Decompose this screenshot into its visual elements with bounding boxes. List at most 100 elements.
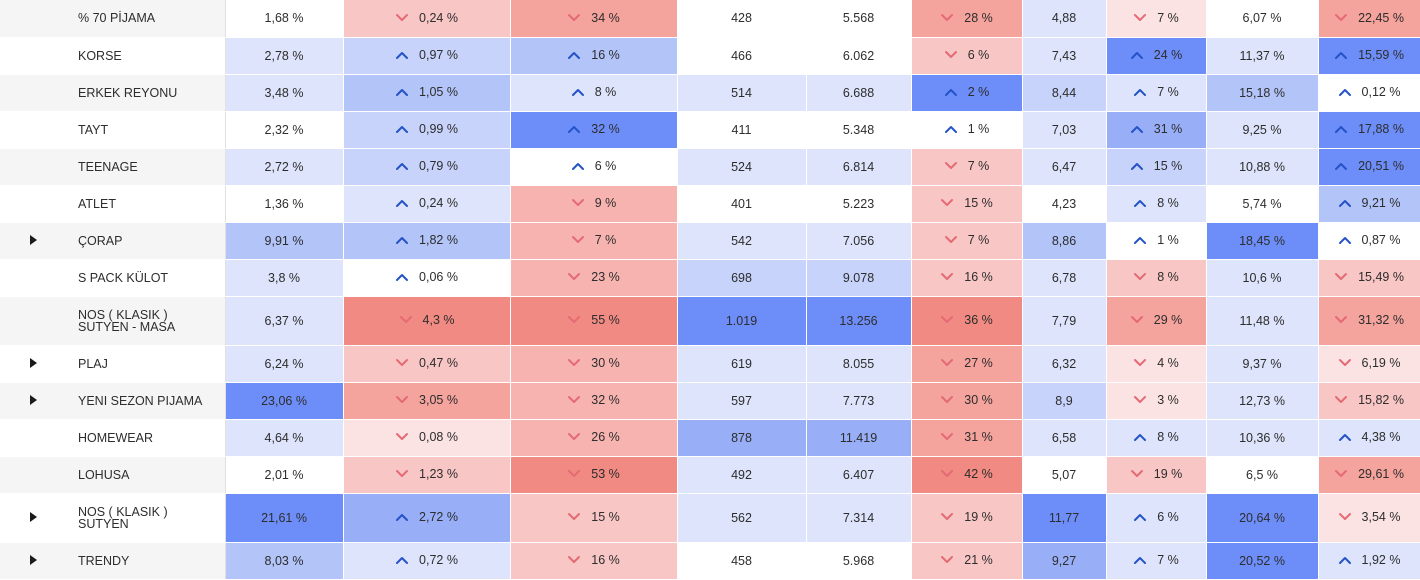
metric-cell-content: 7 % (571, 233, 617, 247)
metric-value: 7 % (594, 233, 617, 247)
triangle-right-icon[interactable] (29, 394, 37, 405)
metric-value: 21,61 % (261, 510, 307, 525)
metric-cell: 458 (677, 542, 807, 580)
metric-cell-content: 7 % (1133, 553, 1179, 567)
row-expander (0, 259, 66, 297)
row-expander[interactable] (0, 542, 66, 580)
chevron-down-icon (395, 358, 409, 368)
metric-value: 5.968 (842, 553, 875, 568)
table-row[interactable]: ATLET 1,36 % 0,24 % 9 % 401 5.223 15 % 4,23 8 % 5… (0, 185, 1420, 223)
metric-value: 19 % (1153, 467, 1183, 481)
metric-cell-content: 6 % (944, 48, 989, 62)
chevron-down-icon (940, 315, 954, 325)
table-row[interactable]: ÇORAP 9,91 % 1,82 % 7 % 542 7.056 7 % 8,86 1 % 18… (0, 222, 1420, 260)
metric-cell-content: 23 % (567, 270, 620, 284)
table-row[interactable]: LOHUSA 2,01 % 1,23 % 53 % 492 6.407 42 % 5,07 19… (0, 456, 1420, 494)
chevron-down-icon (395, 432, 409, 442)
metric-cell-content: 8 % (1133, 196, 1179, 210)
table-row[interactable]: TRENDY 8,03 % 0,72 % 16 % 458 5.968 21 % 9,27 7 … (0, 542, 1420, 580)
metric-cell-content: 30 % (567, 356, 620, 370)
metric-cell: 1,82 % (343, 222, 511, 260)
metric-cell: 7 % (911, 222, 1023, 260)
metric-value: 31,32 % (1358, 313, 1404, 327)
metric-value: 8 % (1157, 270, 1179, 284)
metric-value: 1,36 % (264, 196, 304, 211)
metric-cell-content: 7.773 (843, 394, 874, 408)
metric-cell: 7.314 (806, 493, 912, 543)
metric-cell-content: 7,79 (1052, 314, 1076, 328)
metric-value: 15,59 % (1358, 48, 1404, 62)
metric-cell: 21 % (911, 542, 1023, 580)
triangle-right-icon[interactable] (29, 554, 37, 565)
metric-cell: 0,99 % (343, 111, 511, 149)
metric-cell-content: 6.814 (843, 160, 874, 174)
table-row[interactable]: NOS ( KLASIK ) SUTYEN - MASA 6,37 % 4,3 % 55… (0, 296, 1420, 346)
metric-cell-content: 411 (732, 123, 752, 137)
triangle-right-icon[interactable] (29, 357, 37, 368)
row-expander[interactable] (0, 382, 66, 420)
row-expander (0, 419, 66, 457)
metric-value: 8 % (1157, 430, 1179, 444)
table-row[interactable]: PLAJ 6,24 % 0,47 % 30 % 619 8.055 27 % 6,32 4 % 9… (0, 345, 1420, 383)
metric-cell: 32 % (510, 111, 678, 149)
table-row[interactable]: TAYT 2,32 % 0,99 % 32 % 411 5.348 1 % 7,03 31 % 9… (0, 111, 1420, 149)
table-row[interactable]: TEENAGE 2,72 % 0,79 % 6 % 524 6.814 7 % 6,47 15 … (0, 148, 1420, 186)
table-row[interactable]: % 70 PİJAMA 1,68 % 0,24 % 34 % 428 5.568 28 % 4… (0, 0, 1420, 38)
table-row[interactable]: NOS ( KLASIK ) SUTYEN 21,61 % 2,72 % 15 % 562… (0, 493, 1420, 543)
row-expander[interactable] (0, 222, 66, 260)
chevron-up-icon (571, 87, 585, 97)
metric-cell-content: 562 (731, 511, 752, 525)
metric-value: 542 (731, 233, 752, 248)
metric-value: 597 (731, 393, 752, 408)
metric-cell: 4,64 % (225, 419, 344, 457)
metric-value: 27 % (964, 356, 993, 370)
row-expander[interactable] (0, 493, 66, 543)
metric-cell-content: 5.968 (843, 554, 874, 568)
metric-cell-content: 0,99 % (395, 122, 458, 136)
row-expander (0, 185, 66, 223)
table-row[interactable]: HOMEWEAR 4,64 % 0,08 % 26 % 878 11.419 31 % 6,5… (0, 419, 1420, 457)
metric-value: 0,06 % (419, 270, 458, 284)
metric-cell: 878 (677, 419, 807, 457)
chevron-down-icon (567, 395, 581, 405)
chevron-down-icon (395, 13, 409, 23)
chevron-down-icon (940, 555, 954, 565)
metric-value: 3,54 % (1361, 510, 1401, 524)
metric-cell-content: 9,25 % (1243, 123, 1282, 137)
triangle-right-icon[interactable] (29, 511, 37, 522)
table-row[interactable]: S PACK KÜLOT 3,8 % 0,06 % 23 % 698 9.078 16 % 6… (0, 259, 1420, 297)
table-row[interactable]: YENI SEZON PIJAMA 23,06 % 3,05 % 32 % 597 7.7… (0, 382, 1420, 420)
metric-value: 6.062 (842, 48, 875, 63)
chevron-up-icon (395, 555, 409, 565)
metric-cell: 5.568 (806, 0, 912, 38)
row-label-line: SUTYEN - MASA (78, 319, 176, 334)
metric-cell-content: 3,48 % (265, 86, 304, 100)
metric-cell: 23 % (510, 259, 678, 297)
metric-cell: 7 % (1106, 0, 1207, 38)
table-row[interactable]: ERKEK REYONU 3,48 % 1,05 % 8 % 514 6.688 2 % 8,… (0, 74, 1420, 112)
metric-cell: 3 % (1106, 382, 1207, 420)
metric-cell: 1.019 (677, 296, 807, 346)
metric-value: 31 % (964, 430, 993, 444)
metric-cell-content: 5,74 % (1243, 197, 1282, 211)
metric-value: 2,72 % (264, 159, 304, 174)
metric-cell: 31 % (911, 419, 1023, 457)
metric-value: 20,52 % (1239, 553, 1285, 568)
metric-cell: 4,23 (1022, 185, 1107, 223)
row-expander (0, 0, 66, 38)
table-row[interactable]: KORSE 2,78 % 0,97 % 16 % 466 6.062 6 % 7,43 24 %… (0, 37, 1420, 75)
metric-cell-content: 9.078 (843, 271, 874, 285)
triangle-right-icon[interactable] (29, 234, 37, 245)
chevron-down-icon (571, 235, 585, 245)
metric-cell-content: 3,8 % (268, 271, 300, 285)
metric-value: 15,82 % (1358, 393, 1404, 407)
metric-value: 1,92 % (1361, 553, 1401, 567)
metric-cell-content: 6,19 % (1338, 356, 1400, 370)
metric-value: 15,18 % (1239, 85, 1285, 100)
metric-value: 30 % (591, 356, 620, 370)
metric-cell: 16 % (510, 37, 678, 75)
chevron-down-icon (940, 469, 954, 479)
row-expander[interactable] (0, 345, 66, 383)
metric-cell: 401 (677, 185, 807, 223)
